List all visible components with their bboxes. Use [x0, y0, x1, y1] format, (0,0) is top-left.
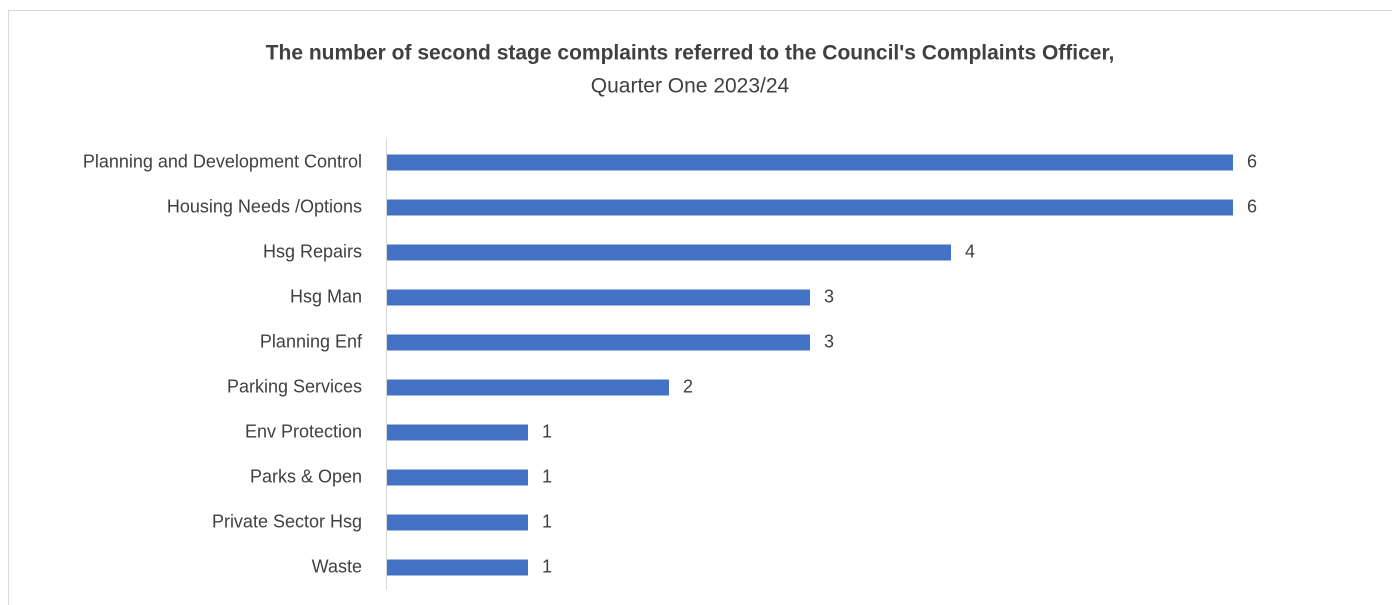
y-tick-label: Planning and Development Control: [83, 151, 362, 171]
bar: [387, 154, 1233, 171]
bar: [387, 289, 810, 306]
y-tick-label: Parking Services: [227, 376, 362, 396]
bar: [387, 199, 1233, 216]
y-tick-label: Hsg Repairs: [263, 241, 362, 261]
bar: [387, 469, 528, 486]
bar: [387, 244, 951, 261]
data-label: 4: [965, 241, 975, 261]
bar: [387, 514, 528, 531]
y-tick-label: Waste: [312, 556, 362, 576]
data-label: 1: [542, 511, 552, 531]
y-tick-label: Private Sector Hsg: [212, 511, 362, 531]
data-label: 6: [1247, 151, 1257, 171]
y-tick-label: Env Protection: [245, 421, 362, 441]
data-label: 1: [542, 556, 552, 576]
y-tick-label: Parks & Open: [250, 466, 362, 486]
data-label: 6: [1247, 196, 1257, 216]
chart-title: The number of second stage complaints re…: [266, 42, 1115, 65]
data-label: 3: [824, 331, 834, 351]
bar: [387, 379, 669, 396]
chart-subtitle: Quarter One 2023/24: [591, 75, 790, 98]
data-label: 1: [542, 421, 552, 441]
bar: [387, 334, 810, 351]
data-label: 2: [683, 376, 693, 396]
y-tick-label: Housing Needs /Options: [167, 196, 362, 216]
y-tick-label: Hsg Man: [290, 286, 362, 306]
bar: [387, 424, 528, 441]
bar: [387, 559, 528, 576]
chart-border: [8, 10, 1392, 605]
data-label: 1: [542, 466, 552, 486]
y-tick-label: Planning Enf: [260, 331, 363, 351]
data-label: 3: [824, 286, 834, 306]
